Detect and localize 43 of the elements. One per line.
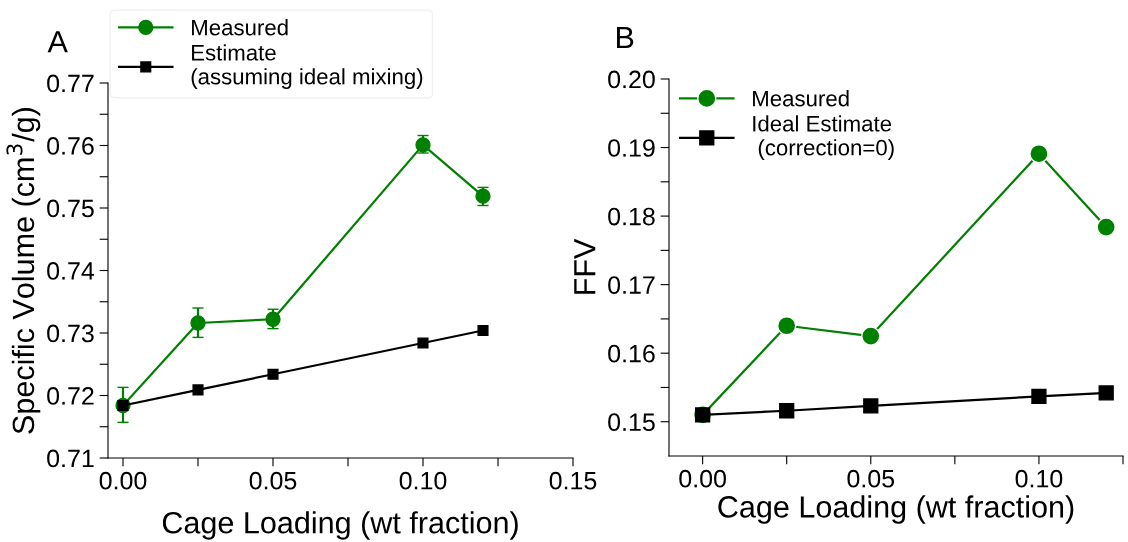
x-tick-label: 0.05 [847, 469, 895, 488]
x-tick-label: 0.10 [399, 471, 447, 490]
point [861, 326, 881, 346]
point [417, 337, 429, 349]
y-tick-label: 0.73 [47, 324, 94, 343]
y-tick-label: 0.71 [47, 449, 94, 468]
y-tick-label: 0.19 [608, 139, 655, 157]
y-tick-label: 0.72 [47, 387, 94, 405]
y-tick-label: 0.15 [608, 413, 655, 432]
legend-label: Estimate (assuming ideal mixing) [191, 44, 423, 89]
point [267, 368, 279, 380]
chart-title: A [47, 31, 68, 53]
x-tick-label: 0.00 [99, 471, 147, 490]
point [776, 316, 797, 336]
y-tick-label: 0.76 [47, 137, 94, 155]
y-tick-label: 0.17 [608, 276, 655, 294]
point [190, 315, 206, 331]
point [192, 384, 204, 396]
y-axis-title: FFV [574, 238, 596, 294]
y-axis-title: Specific Volume (cm$^{3}$/g) [6, 108, 41, 434]
x-tick-label: 0.00 [679, 469, 726, 488]
y-tick-label: 0.18 [608, 207, 655, 226]
y-tick-label: 0.16 [608, 344, 655, 363]
x-axis-title: Cage Loading (wt fraction) [162, 511, 518, 540]
x-tick-label: 0.10 [1015, 469, 1063, 488]
x-axis-title: Cage Loading (wt fraction) [718, 495, 1074, 524]
x-tick-label: 0.05 [249, 471, 297, 490]
y-tick-label: 0.20 [608, 70, 655, 89]
legend-label: Ideal Estimate (correction=0) [753, 115, 894, 160]
legend-label: Measured [753, 90, 849, 107]
x-tick-label: 0.15 [549, 471, 597, 490]
point [1031, 388, 1047, 405]
point [1029, 143, 1049, 164]
y-tick-label: 0.77 [47, 74, 94, 93]
point [863, 398, 879, 414]
y-tick-label: 0.75 [47, 199, 94, 218]
legend-label: Measured [192, 19, 288, 36]
y-tick-label: 0.74 [47, 262, 95, 280]
point [1096, 217, 1116, 237]
point [779, 403, 795, 419]
chart-title: B [617, 27, 634, 49]
point [1098, 385, 1114, 401]
point [477, 324, 489, 337]
